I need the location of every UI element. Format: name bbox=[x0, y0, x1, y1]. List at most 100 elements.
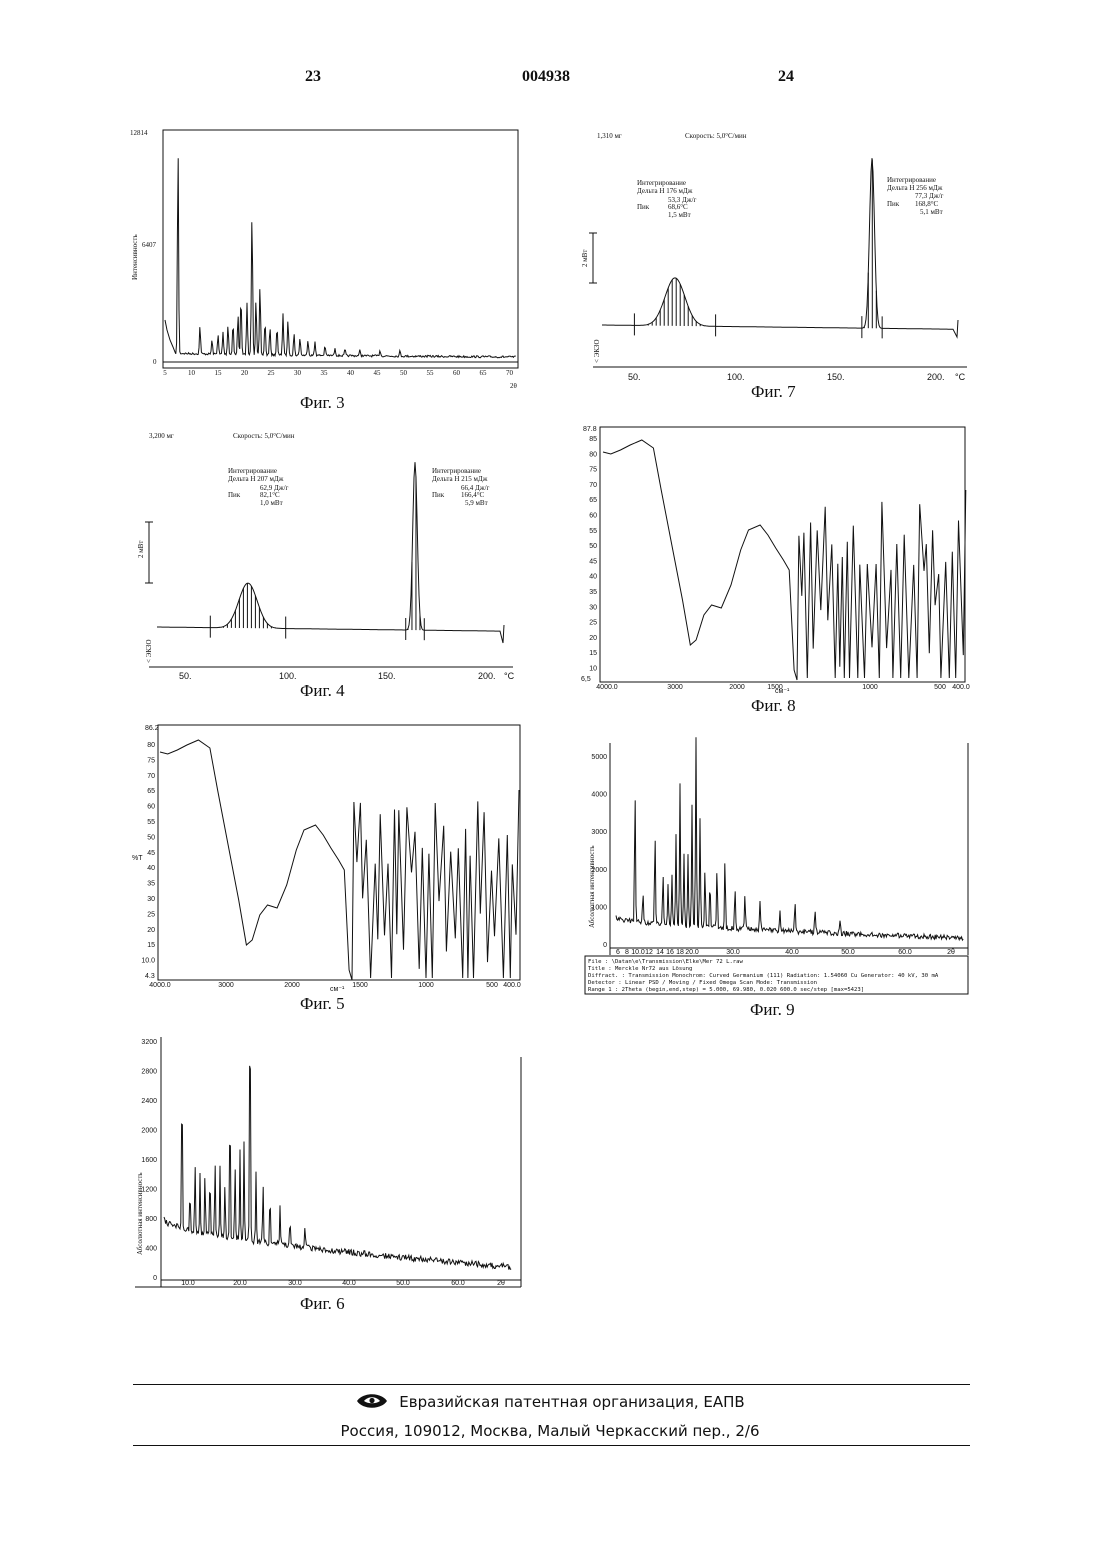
fig8-xtick: 1000 bbox=[862, 684, 878, 691]
fig6-caption: Фиг. 6 bbox=[300, 1294, 345, 1314]
fig7-left-label: 68,6°С bbox=[668, 203, 688, 211]
fig4-right-label: Интегрирование bbox=[432, 467, 481, 475]
fig7-right-label: Интегрирование bbox=[887, 176, 936, 184]
fig4-exo-label: < ЭКЗО bbox=[145, 639, 153, 663]
fig3-ytick: 6407 bbox=[142, 241, 157, 249]
fig4-scale-label: 2 мВт bbox=[137, 541, 145, 558]
fig5-ir-spectrum: 86.2 807570656055504540353025201510.0 4.… bbox=[130, 720, 525, 992]
fig6-ytick: 2800 bbox=[141, 1069, 157, 1076]
fig9-ylabel: Абсолютная интенсивность bbox=[588, 845, 596, 928]
fig5-ytick: 65 bbox=[147, 788, 155, 795]
fig9-xtick: 10.0 bbox=[631, 949, 645, 956]
fig8-ybottom: 6,5 bbox=[581, 676, 591, 683]
fig3-xunit: 2θ bbox=[510, 382, 518, 390]
fig7-scale-label: 2 мВт bbox=[581, 250, 589, 267]
fig5-caption: Фиг. 5 bbox=[300, 994, 345, 1014]
footer-top-rule bbox=[133, 1384, 970, 1385]
fig3-xtick: 40 bbox=[347, 369, 355, 377]
fig8-ytick: 85 bbox=[589, 436, 597, 443]
fig7-left-label: Интегрирование bbox=[637, 179, 686, 187]
fig4-xtick: 100. bbox=[279, 671, 297, 681]
fig9-ytick: 2000 bbox=[591, 867, 607, 874]
fig8-xtick: 500 bbox=[934, 684, 946, 691]
figure-3: 12814 6407 0 Интенсивность 5101520253035… bbox=[120, 125, 530, 395]
fig7-xtick: 100. bbox=[727, 372, 745, 382]
fig7-right-label: Дельта Н 256 мДж bbox=[887, 184, 943, 192]
fig4-left-label: 82,1°С bbox=[260, 491, 280, 499]
fig3-xtick: 60 bbox=[453, 369, 461, 377]
fig4-dsc-trace bbox=[157, 462, 504, 643]
fig8-ytick: 45 bbox=[589, 558, 597, 565]
fig6-ytick: 2000 bbox=[141, 1128, 157, 1135]
fig3-xtick: 5 bbox=[163, 369, 167, 377]
fig3-xtick: 50 bbox=[400, 369, 408, 377]
fig4-rate: Скорость: 5,0°С/мин bbox=[233, 432, 295, 440]
fig7-left-label: Дельта Н 176 мДж bbox=[637, 187, 693, 195]
fig5-ytick: 45 bbox=[147, 850, 155, 857]
fig4-xtick: 50. bbox=[179, 671, 192, 681]
fig5-ylabel: %Т bbox=[132, 855, 143, 862]
fig6-xrd-pattern: Абсолютная интенсивность 320028002400200… bbox=[130, 1035, 525, 1295]
fig4-left-label: Дельта Н 207 мДж bbox=[228, 475, 284, 483]
fig9-ytick: 5000 bbox=[591, 754, 607, 761]
fig8-ytick: 80 bbox=[589, 451, 597, 458]
footer-address: Россия, 109012, Москва, Малый Черкасский… bbox=[0, 1422, 1100, 1440]
fig5-ytick: 10.0 bbox=[141, 958, 155, 965]
fig8-ytick: 10 bbox=[589, 666, 597, 673]
fig4-left-label: Интегрирование bbox=[228, 467, 277, 475]
fig8-ytick: 60 bbox=[589, 513, 597, 520]
page-number-left: 23 bbox=[305, 68, 321, 86]
fig4-dsc-thermogram: 3,200 мг Скорость: 5,0°С/мин Интегрирова… bbox=[135, 425, 525, 683]
fig6-xtick: 40.0 bbox=[342, 1280, 356, 1287]
fig9-info-line: Detector : Linear PSD / Moving / Fixed O… bbox=[588, 980, 817, 986]
fig3-xtick: 30 bbox=[294, 369, 302, 377]
fig9-xtick: 50.0 bbox=[841, 949, 855, 956]
fig8-ytick: 40 bbox=[589, 574, 597, 581]
fig6-ytick: 800 bbox=[145, 1216, 157, 1223]
fig9-ytick: 3000 bbox=[591, 829, 607, 836]
fig9-xtick: 20.0 bbox=[685, 949, 699, 956]
fig3-xrd-pattern: 12814 6407 0 Интенсивность 5101520253035… bbox=[120, 125, 530, 395]
fig9-info-line: Title : Merckle Nr72 aus Lösung bbox=[588, 966, 692, 972]
fig4-xtick: 150. bbox=[378, 671, 396, 681]
fig7-caption: Фиг. 7 bbox=[751, 382, 796, 402]
fig6-ytick: 3200 bbox=[141, 1039, 157, 1046]
fig3-xtick: 65 bbox=[480, 369, 488, 377]
fig5-ytick: 35 bbox=[147, 881, 155, 888]
fig5-xunit: см⁻¹ bbox=[330, 986, 345, 993]
fig9-xtick: 40.0 bbox=[785, 949, 799, 956]
fig6-xtick: 50.0 bbox=[396, 1280, 410, 1287]
fig7-xtick: 200. bbox=[927, 372, 945, 382]
fig9-info-line: Range 1 : 2Theta (begin,end,step) = 5.00… bbox=[588, 987, 864, 993]
fig8-ytick: 50 bbox=[589, 543, 597, 550]
fig8-ytick: 70 bbox=[589, 482, 597, 489]
fig3-caption: Фиг. 3 bbox=[300, 393, 345, 413]
fig4-right-label: 166,4°С bbox=[461, 491, 485, 499]
fig6-ytick: 400 bbox=[145, 1246, 157, 1253]
fig9-xtick: 6 bbox=[616, 949, 620, 956]
fig5-xtick: 500 bbox=[486, 982, 498, 989]
fig5-xtick: 2000 bbox=[284, 982, 300, 989]
fig5-ybottom: 4.3 bbox=[145, 973, 155, 980]
fig7-rate: Скорость: 5,0°С/мин bbox=[685, 132, 747, 140]
fig9-xtick: 30.0 bbox=[726, 949, 740, 956]
fig8-ytick: 30 bbox=[589, 604, 597, 611]
fig8-ytick: 55 bbox=[589, 528, 597, 535]
fig5-ytick: 55 bbox=[147, 819, 155, 826]
fig8-ytick: 25 bbox=[589, 620, 597, 627]
fig5-xtick: 1000 bbox=[418, 982, 434, 989]
fig8-xtick: 2000 bbox=[729, 684, 745, 691]
fig4-xtick: 200. bbox=[478, 671, 496, 681]
figure-7: 1,310 мг Скорость: 5,0°С/мин Интегрирова… bbox=[575, 125, 975, 380]
fig4-right-label: Дельта Н 215 мДж bbox=[432, 475, 488, 483]
fig4-caption: Фиг. 4 bbox=[300, 681, 345, 701]
fig8-caption: Фиг. 8 bbox=[751, 696, 796, 716]
fig9-xtick: 18 bbox=[676, 949, 684, 956]
fig7-right-label: 77,3 Дж/г bbox=[915, 192, 944, 200]
figure-6: Абсолютная интенсивность 320028002400200… bbox=[130, 1035, 525, 1295]
fig7-right-label: Пик bbox=[887, 200, 900, 208]
fig5-ytick: 80 bbox=[147, 742, 155, 749]
fig5-ytick: 40 bbox=[147, 865, 155, 872]
fig9-caption: Фиг. 9 bbox=[750, 1000, 795, 1020]
fig3-xtick: 45 bbox=[374, 369, 382, 377]
